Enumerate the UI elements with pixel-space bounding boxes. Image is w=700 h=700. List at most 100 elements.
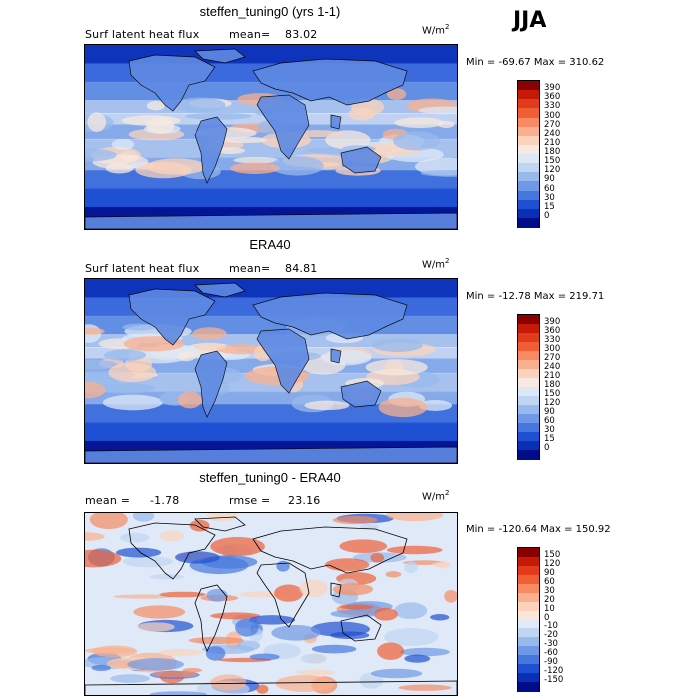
field-blob <box>210 537 265 557</box>
coastline <box>194 282 246 298</box>
colorbar-tick-label: 30 <box>544 192 555 203</box>
field-blob <box>404 561 418 574</box>
colorbar-swatch <box>518 619 539 629</box>
coastline <box>256 562 310 628</box>
units-label: W/m2 <box>422 23 450 37</box>
field-blob <box>89 513 128 530</box>
field-blob <box>146 101 165 111</box>
field-blob <box>332 515 378 525</box>
colorbar-swatch <box>518 646 539 656</box>
coastline <box>340 146 382 174</box>
field-blob <box>122 555 173 568</box>
colorbar-swatch <box>518 90 539 100</box>
field-blob <box>340 604 374 610</box>
field-blob <box>149 574 184 580</box>
colorbar-tick-label: -20 <box>544 630 558 641</box>
field-blob <box>418 106 457 115</box>
colorbar-swatch <box>518 450 539 460</box>
field-blob <box>175 97 226 113</box>
coastline <box>252 526 408 574</box>
colorbar-swatch <box>518 190 539 201</box>
colorbar-tick-label: 360 <box>544 326 561 336</box>
field-blob <box>115 547 162 558</box>
colorbar-tick-label: 300 <box>544 110 561 121</box>
field-blob <box>102 394 163 411</box>
colorbar-tick-label: 90 <box>544 567 555 578</box>
panel-title: steffen_tuning0 (yrs 1-1) <box>199 4 341 19</box>
coastline <box>128 54 216 112</box>
field-blob <box>175 551 220 564</box>
field-blob <box>105 163 134 174</box>
field-blob <box>221 136 268 144</box>
field-blob <box>386 513 444 522</box>
field-blob <box>384 628 439 646</box>
field-blob <box>87 112 107 132</box>
field-blob <box>189 519 210 532</box>
colorbar-swatch <box>518 108 539 118</box>
field-blob <box>270 156 324 176</box>
colorbar-tick-label: 150 <box>544 156 561 167</box>
colorbar-tick-label: -90 <box>544 657 558 668</box>
colorbar-tick-label: 270 <box>544 119 561 130</box>
field-blob <box>393 131 441 151</box>
colorbar-swatch <box>518 81 539 91</box>
field-band <box>85 188 457 208</box>
colorbar-swatch <box>518 135 539 146</box>
field-blob <box>182 668 202 673</box>
panel-title: steffen_tuning0 - ERA40 <box>199 470 341 485</box>
mean-value: 84.81 <box>285 262 318 275</box>
field-blob <box>152 671 198 678</box>
field-blob <box>365 359 428 376</box>
colorbar-tick-label: -10 <box>544 621 558 632</box>
colorbar-tick-label: 90 <box>544 174 555 185</box>
latent-heat-map-difference <box>84 512 458 696</box>
coastline <box>194 584 228 652</box>
colorbar-tick-label: 10 <box>544 603 555 614</box>
coastline <box>252 58 408 106</box>
colorbar-swatch <box>518 342 539 352</box>
colorbar-tick-label: 30 <box>544 585 555 596</box>
colorbar-tick-label: 360 <box>544 92 561 103</box>
colorbar-swatch <box>518 432 539 442</box>
field-blob <box>370 552 385 563</box>
colorbar-swatch <box>518 601 539 612</box>
colorbar-swatch <box>518 126 539 137</box>
field-blob <box>215 147 246 154</box>
field-blob <box>132 513 155 522</box>
colorbar-tick-label: 120 <box>544 398 561 408</box>
coastline <box>128 522 216 580</box>
colorbar-tick-label: 240 <box>544 362 561 372</box>
field-blob <box>91 664 111 672</box>
field-band <box>85 422 457 442</box>
field-blob <box>386 545 443 555</box>
colorbar-swatch <box>518 199 539 210</box>
field-blob <box>274 584 304 602</box>
colorbar-tick-label: 30 <box>544 425 555 435</box>
field-blob <box>271 625 321 641</box>
colorbar-swatch <box>518 548 539 558</box>
colorbar-swatch <box>518 396 539 406</box>
colorbar-swatch <box>518 117 539 128</box>
field-blob <box>85 381 106 399</box>
field-blob <box>386 88 407 101</box>
colorbar-tick-label: 60 <box>544 576 555 587</box>
colorbar-tick-label: 180 <box>544 380 561 390</box>
field-blob <box>377 642 405 660</box>
colorbar-swatch <box>518 592 539 603</box>
colorbar-swatch <box>518 565 539 576</box>
colorbar-tick-label: 240 <box>544 128 561 139</box>
coastline <box>330 114 342 130</box>
field-blob <box>122 323 156 331</box>
colorbar <box>517 314 540 460</box>
colorbar-swatch <box>518 99 539 109</box>
field-blob <box>133 605 186 619</box>
colorbar-swatch <box>518 405 539 415</box>
colorbar-swatch <box>518 172 539 182</box>
colorbar-tick-label: 20 <box>544 594 555 605</box>
colorbar-tick-label: 0 <box>544 443 550 453</box>
coastline <box>194 350 228 418</box>
mean-value: -1.78 <box>150 494 180 507</box>
field-blob <box>295 669 336 676</box>
field-blob <box>159 530 184 542</box>
minmax-label: Min = -69.67 Max = 310.62 <box>466 57 605 68</box>
